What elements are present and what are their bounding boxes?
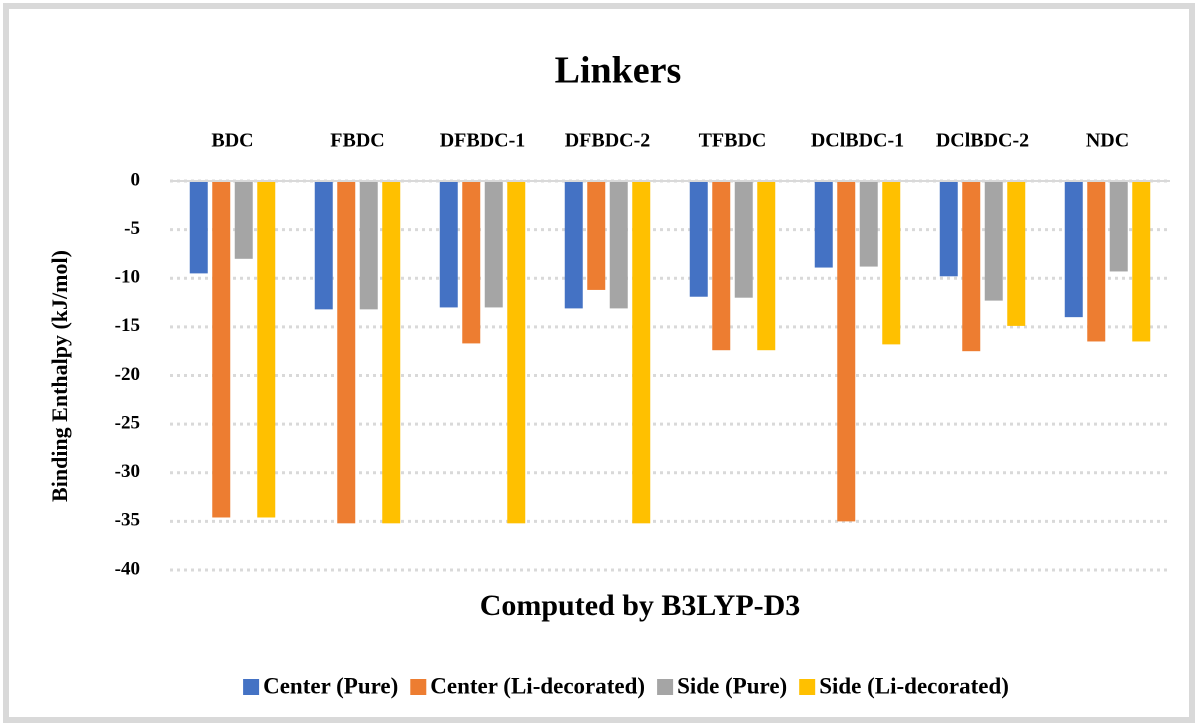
category-label: BDC xyxy=(211,130,253,152)
bar xyxy=(632,181,651,524)
bar xyxy=(1109,181,1128,272)
y-tick-label: -35 xyxy=(115,510,140,531)
bar xyxy=(882,181,901,345)
legend-label: Side (Pure) xyxy=(677,673,787,698)
legend-swatch xyxy=(657,679,674,695)
category-label: DClBDC-2 xyxy=(936,130,1029,152)
bar xyxy=(234,181,253,259)
y-tick-label: 0 xyxy=(131,169,141,190)
y-tick-label: -40 xyxy=(115,558,140,579)
bar xyxy=(337,181,356,524)
category-label: FBDC xyxy=(330,130,384,152)
bar xyxy=(984,181,1003,301)
bar xyxy=(382,181,401,524)
bar xyxy=(962,181,981,352)
category-label: NDC xyxy=(1086,130,1129,152)
y-tick-label: -5 xyxy=(124,218,140,239)
category-label: DClBDC-1 xyxy=(811,130,904,152)
y-axis-title: Binding Enthalpy (kJ/mol) xyxy=(47,250,72,502)
bar xyxy=(212,181,231,518)
bar xyxy=(939,181,958,277)
bar xyxy=(689,181,708,297)
bar xyxy=(757,181,776,351)
bar xyxy=(564,181,583,309)
legend-label: Center (Li-decorated) xyxy=(430,673,645,698)
legend-swatch xyxy=(799,679,816,695)
x-axis-title: Computed by B3LYP-D3 xyxy=(480,589,801,622)
legend-swatch xyxy=(410,679,427,695)
bar xyxy=(257,181,276,518)
y-tick-label: -15 xyxy=(115,315,140,336)
chart-title: Linkers xyxy=(555,50,682,92)
bar xyxy=(587,181,606,290)
legend-label: Center (Pure) xyxy=(263,673,398,698)
bar xyxy=(712,181,731,351)
bar xyxy=(859,181,878,267)
bar xyxy=(1087,181,1106,342)
bar xyxy=(1064,181,1083,318)
bar xyxy=(1132,181,1151,342)
bar xyxy=(359,181,378,310)
chart-frame xyxy=(3,3,1195,723)
bar xyxy=(462,181,481,344)
category-label: DFBDC-1 xyxy=(440,130,526,152)
y-tick-label: -30 xyxy=(115,461,140,482)
bar xyxy=(507,181,526,524)
legend-swatch xyxy=(243,679,260,695)
y-tick-label: -25 xyxy=(115,412,140,433)
y-tick-label: -20 xyxy=(115,364,140,385)
legend-label: Side (Li-decorated) xyxy=(819,673,1009,698)
bar xyxy=(837,181,856,522)
bar xyxy=(734,181,753,298)
bar xyxy=(609,181,628,309)
bar xyxy=(314,181,333,310)
bar xyxy=(189,181,208,274)
bar xyxy=(439,181,458,308)
category-label: DFBDC-2 xyxy=(565,130,651,152)
bar xyxy=(814,181,833,268)
bar xyxy=(484,181,503,308)
category-label: TFBDC xyxy=(699,130,767,152)
bar xyxy=(1007,181,1026,326)
y-tick-label: -10 xyxy=(115,267,140,288)
